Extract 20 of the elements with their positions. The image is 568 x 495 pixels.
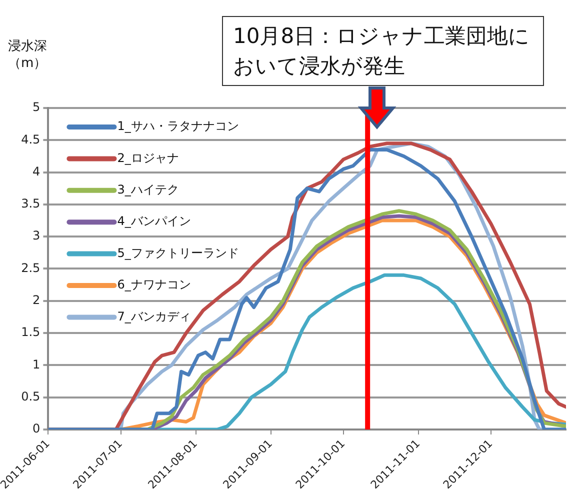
- y-tick-label: 5: [32, 100, 40, 114]
- y-tick-label: 4.5: [21, 132, 40, 146]
- ref-line-label: 10月8日：ロジャナ工業団地において浸水が発生: [222, 16, 544, 86]
- y-tick-label: 2.5: [21, 260, 40, 275]
- legend-label: 4_バンパイン: [117, 214, 191, 228]
- legend-label: 2_ロジャナ: [117, 150, 179, 165]
- y-axis-title: 浸水深（m）: [8, 38, 48, 72]
- y-tick-label: 1: [32, 357, 40, 372]
- y-tick-label: 0.5: [21, 389, 40, 404]
- legend-label: 5_ファクトリーランド: [117, 246, 239, 260]
- y-tick-label: 3: [32, 228, 40, 243]
- y-tick-label: 1.5: [21, 325, 40, 340]
- legend-label: 6_ナワナコン: [117, 278, 191, 292]
- legend-label: 3_ハイテク: [117, 182, 179, 197]
- y-tick-label: 4: [32, 164, 40, 178]
- y-tick-label: 0: [32, 422, 40, 436]
- legend-label: 7_バンカディ: [117, 309, 191, 324]
- y-tick-label: 3.5: [21, 196, 40, 211]
- legend-label: 1_サハ・ラタナナコン: [117, 119, 239, 134]
- y-tick-label: 2: [32, 293, 40, 308]
